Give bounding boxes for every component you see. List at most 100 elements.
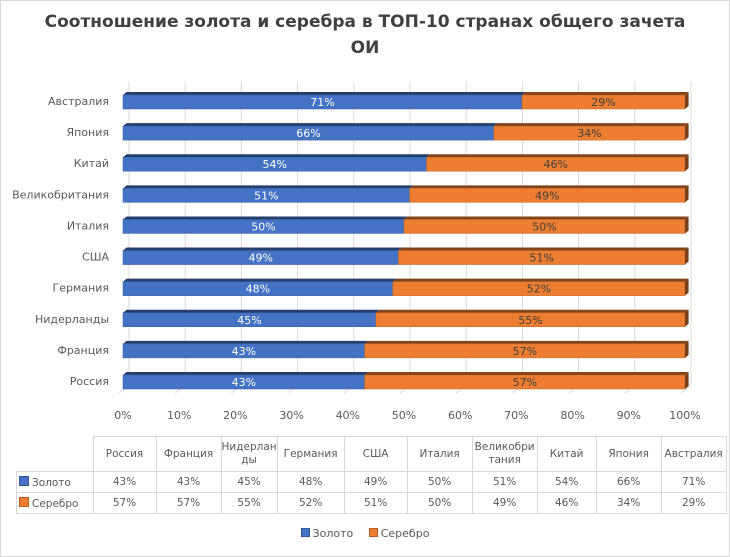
data-table-cell: 49%: [343, 471, 408, 493]
gold-bar-top: [123, 340, 369, 344]
silver-bar-top: [364, 372, 689, 375]
silver-bar-top: [426, 154, 689, 158]
gold-bar-top: [123, 185, 414, 189]
silver-bar-top: [392, 278, 689, 282]
chart-legend: Золото Серебро: [0, 527, 730, 540]
gold-data-label: 45%: [237, 314, 261, 327]
data-table-cell: 55%: [220, 492, 278, 514]
silver-data-label: 57%: [513, 345, 537, 358]
gold-bar-top: [123, 92, 526, 95]
silver-bar-top: [409, 185, 689, 189]
data-table-cell: 66%: [595, 471, 662, 493]
x-tick-label: 100%: [669, 409, 700, 422]
gold-data-label: 51%: [254, 189, 278, 202]
silver-data-label: 51%: [529, 252, 553, 265]
data-table-cell: 51%: [343, 492, 408, 514]
silver-data-label: 46%: [544, 158, 568, 171]
bar-end-side: [685, 92, 689, 109]
data-table-row-gold: Золото 43% 43% 45% 48% 49% 50% 51% 54% 66% 71%: [16, 471, 727, 493]
legend-item-silver[interactable]: Серебро: [368, 527, 430, 540]
data-table-column-header: Великобри тания: [471, 436, 538, 472]
gold-bar-top: [123, 372, 369, 375]
y-category-label: Нидерланды: [35, 313, 109, 326]
y-category-label: Великобритания: [12, 188, 109, 201]
y-category-label: Австралия: [48, 95, 109, 108]
gold-bar-top: [123, 247, 402, 251]
silver-bar-top: [364, 340, 689, 344]
legend-label: Золото: [312, 527, 354, 540]
y-category-label: США: [82, 251, 109, 264]
y-category-label: Китай: [74, 157, 109, 170]
data-table-column-header: Япония: [595, 436, 662, 472]
bar-end-side: [685, 216, 689, 234]
data-table: Россия Франция Нидерлан ды Германия США Италия…: [16, 436, 727, 514]
silver-legend-swatch-icon: [368, 528, 378, 537]
series-name: Золото: [32, 476, 71, 489]
silver-data-label: 29%: [591, 96, 615, 109]
chart-title: Соотношение золота и серебра в ТОП-10 ст…: [0, 9, 730, 61]
bar-end-side: [685, 340, 689, 358]
data-table-cell: 71%: [660, 471, 727, 493]
y-category-label: Франция: [57, 344, 109, 357]
data-table-column-header: Нидерлан ды: [220, 436, 278, 472]
silver-bar-top: [398, 247, 689, 251]
x-tick-label: 30%: [279, 409, 303, 422]
x-tick-label: 70%: [504, 409, 528, 422]
gold-data-label: 49%: [248, 252, 272, 265]
y-category-label: Италия: [67, 219, 109, 232]
legend-label: Серебро: [380, 527, 430, 540]
silver-bar-top: [375, 309, 689, 313]
data-table-cell: 48%: [276, 471, 345, 493]
gold-legend-swatch-icon: [300, 528, 310, 537]
bar-end-side: [685, 278, 689, 296]
gold-swatch-icon: [19, 475, 29, 486]
x-tick-label: 10%: [167, 409, 191, 422]
chart-title-line-1: Соотношение золота и серебра в ТОП-10 ст…: [44, 12, 686, 32]
data-table-cell: 34%: [595, 492, 662, 514]
data-table-cell: 54%: [536, 471, 597, 493]
bar-end-side: [685, 309, 689, 327]
data-table-row-silver: Серебро 57% 57% 55% 52% 51% 50% 49% 46% 34% 29%: [16, 492, 727, 514]
data-table-column-header: Италия: [406, 436, 473, 472]
silver-bar-top: [404, 216, 689, 220]
x-tick-label: 20%: [223, 409, 247, 422]
bar-end-side: [685, 185, 689, 203]
bar-end-side: [685, 154, 689, 172]
bar-end-side: [685, 372, 689, 389]
x-tick-label: 80%: [560, 409, 584, 422]
gold-data-label: 43%: [232, 376, 256, 389]
data-table-cell: 49%: [471, 492, 538, 514]
data-table-cell: 43%: [155, 471, 222, 493]
silver-data-label: 55%: [518, 314, 542, 327]
x-tick-label: 50%: [392, 409, 416, 422]
gridline-floor: [680, 384, 692, 394]
data-table-cell: 29%: [660, 492, 727, 514]
data-table-cell: 50%: [406, 471, 473, 493]
data-table-cell: 57%: [155, 492, 222, 514]
y-category-label: Германия: [53, 282, 109, 295]
bar-end-side: [685, 247, 689, 265]
gold-bar-top: [123, 216, 408, 220]
silver-bar-top: [493, 123, 689, 127]
y-category-label: Россия: [70, 375, 109, 388]
silver-data-label: 57%: [513, 376, 537, 389]
data-table-cell: 57%: [92, 492, 157, 514]
x-tick-label: 40%: [336, 409, 360, 422]
legend-item-gold[interactable]: Золото: [300, 527, 354, 540]
silver-bar-top: [522, 92, 689, 95]
gold-data-label: 54%: [263, 158, 287, 171]
data-table-corner: [16, 436, 94, 472]
data-table-cell: 45%: [220, 471, 278, 493]
data-table-column-header: Россия: [92, 436, 157, 472]
bar-chart-plot: 0% 10% 20% 30% 40% 50% 60% 70% 80% 90% 100% Россия 4…: [12, 81, 701, 422]
data-table-cell: 52%: [276, 492, 345, 514]
data-table-column-header: Китай: [536, 436, 597, 472]
series-name: Серебро: [32, 497, 79, 510]
gold-bar-top: [123, 278, 397, 282]
data-table-cell: 50%: [406, 492, 473, 514]
silver-data-label: 52%: [527, 283, 551, 296]
data-table-cell: 46%: [536, 492, 597, 514]
data-table-header-row: Россия Франция Нидерлан ды Германия США Италия…: [16, 436, 727, 472]
x-tick-label: 60%: [448, 409, 472, 422]
data-table-cell: 51%: [471, 471, 538, 493]
